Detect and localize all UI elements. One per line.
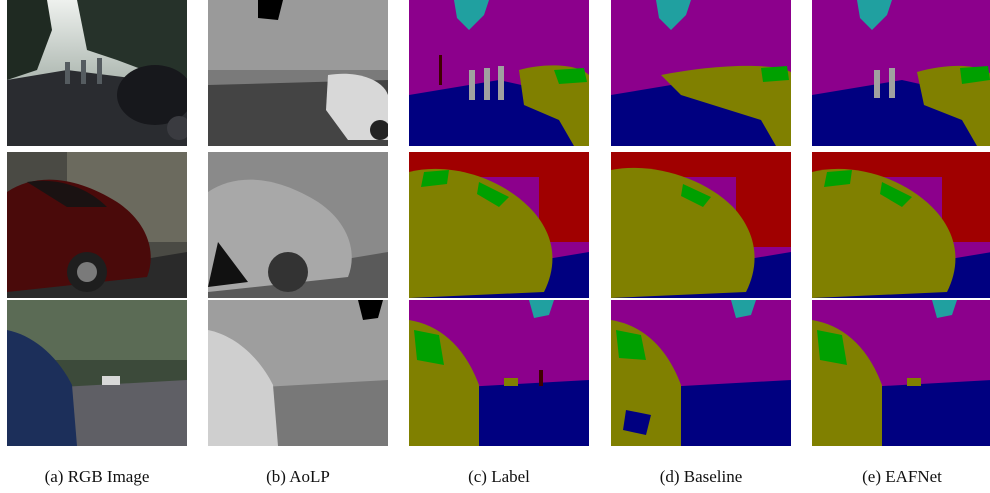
rgb-scene-red-suv: [7, 152, 187, 298]
aolp-scene-2: [208, 152, 388, 298]
label-segmentation-3: [409, 300, 589, 446]
baseline-image-row2: [611, 152, 791, 298]
caption-label: (c) Label: [468, 467, 530, 486]
eafnet-segmentation-2: [812, 152, 990, 298]
rgb-image-row1: [7, 0, 187, 146]
baseline-segmentation-3: [611, 300, 791, 446]
label-image-row1: [409, 0, 589, 146]
eafnet-image-row2: [812, 152, 990, 298]
baseline-image-row3: [611, 300, 791, 446]
caption-baseline: (d) Baseline: [659, 467, 743, 486]
eafnet-segmentation-3: [812, 300, 990, 446]
baseline-image-row1: [611, 0, 791, 146]
eafnet-segmentation-1: [812, 0, 990, 146]
caption-rgb-image: (a) RGB Image: [44, 467, 150, 486]
rgb-scene-tree-road: [7, 300, 187, 446]
eafnet-image-row1: [812, 0, 990, 146]
baseline-segmentation-2: [611, 152, 791, 298]
label-image-row2: [409, 152, 589, 298]
rgb-image-row2: [7, 152, 187, 298]
baseline-segmentation-1: [611, 0, 791, 146]
rgb-image-row3: [7, 300, 187, 446]
label-segmentation-1: [409, 0, 589, 146]
label-segmentation-2: [409, 152, 589, 298]
aolp-scene-3: [208, 300, 388, 446]
caption-aolp: (b) AoLP: [266, 467, 330, 486]
caption-eafnet: (e) EAFNet: [862, 467, 942, 486]
eafnet-image-row3: [812, 300, 990, 446]
aolp-scene-1: [208, 0, 388, 146]
aolp-image-row1: [208, 0, 388, 146]
aolp-image-row2: [208, 152, 388, 298]
label-image-row3: [409, 300, 589, 446]
aolp-image-row3: [208, 300, 388, 446]
rgb-scene-street-pedestrians: [7, 0, 187, 146]
